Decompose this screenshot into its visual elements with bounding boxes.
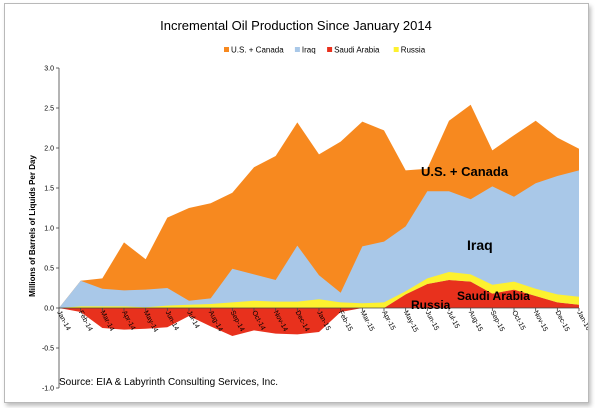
legend-swatch-saudi-arabia (327, 47, 333, 52)
x-tick-label: Feb-15 (337, 310, 354, 333)
x-tick-label: Aug-15 (467, 310, 484, 333)
x-tick-label: May-15 (402, 310, 419, 334)
legend-label-saudi-arabia: Saudi Arabia (334, 46, 380, 55)
y-tick-label: 3.0 (44, 66, 54, 73)
x-tick-label: Oct-15 (510, 310, 526, 332)
legend-swatch-russia (393, 47, 399, 52)
x-tick-label: Jul-15 (445, 310, 460, 330)
legend: U.S. + Canada Iraq Saudi Arabia Russia (224, 46, 426, 55)
legend-swatch-iraq (294, 47, 300, 52)
legend-swatch-us-canada (224, 47, 229, 52)
x-tick-label: Mar-15 (359, 310, 376, 333)
annotation-us-canada: U.S. + Canada (421, 164, 509, 179)
y-tick-label: 1.5 (44, 186, 54, 193)
annotation-saudi-arabia: Saudi Arabia (457, 289, 530, 303)
y-tick-label: -0.5 (42, 346, 54, 353)
y-tick-label: 2.0 (44, 146, 54, 153)
x-tick-label: Sep-15 (489, 310, 506, 333)
legend-label-us-canada: U.S. + Canada (231, 46, 284, 55)
x-tick-label: Nov-15 (532, 310, 549, 333)
x-tick-label: Apr-15 (380, 310, 396, 332)
x-tick-label: Jan-16 (575, 310, 588, 332)
y-tick-label: 1.0 (44, 226, 54, 233)
chart-title: Incremental Oil Production Since January… (160, 18, 432, 33)
y-tick-label: 0.5 (44, 266, 54, 273)
annotation-russia: Russia (411, 298, 451, 312)
source-note: Source: EIA & Labyrinth Consulting Servi… (59, 377, 278, 388)
y-tick-label: 2.5 (44, 106, 54, 113)
area-russia (59, 272, 579, 308)
annotation-iraq: Iraq (467, 237, 493, 253)
y-tick-label: 0.0 (44, 306, 54, 313)
legend-label-iraq: Iraq (302, 46, 316, 55)
legend-label-russia: Russia (401, 46, 426, 55)
x-tick-label: Jan-14 (55, 310, 71, 332)
chart-frame: Incremental Oil Production Since January… (4, 3, 589, 403)
x-tick-label: Dec-15 (554, 310, 571, 333)
x-tick-label: Jun-15 (424, 310, 440, 332)
y-axis-label: Millions of Barrels of Liquids Per Day (28, 155, 37, 297)
y-tick-label: -1.0 (42, 386, 54, 393)
chart-svg: Incremental Oil Production Since January… (28, 18, 588, 393)
